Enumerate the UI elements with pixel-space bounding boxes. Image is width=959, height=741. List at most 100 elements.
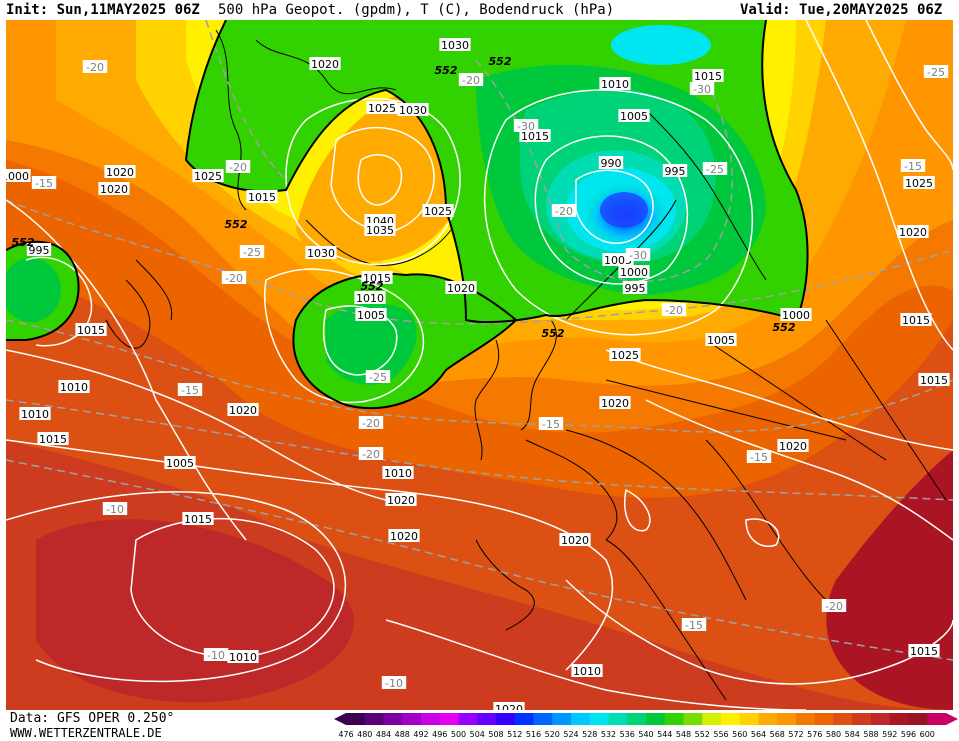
pressure-label: 1010 (227, 650, 259, 664)
colorbar-swatch (383, 713, 403, 725)
temperature-label-text: -10 (106, 503, 124, 516)
pressure-label-text: 1035 (366, 224, 394, 237)
temperature-label: -20 (551, 204, 577, 218)
pressure-label: 1020 (227, 403, 259, 417)
pressure-label: 1025 (903, 176, 935, 190)
temperature-label-text: -20 (462, 74, 480, 87)
temperature-label-text: -15 (181, 384, 199, 397)
colorbar-swatch (739, 713, 759, 725)
geopotential-label-text: 552 (489, 55, 512, 68)
pressure-label: 1025 (366, 101, 398, 115)
temperature-label: -20 (82, 60, 108, 74)
pressure-label-text: 1025 (905, 177, 933, 190)
colorbar-tick-label: 572 (788, 730, 803, 739)
colorbar-tick-label: 580 (826, 730, 841, 739)
colorbar-swatch (721, 713, 741, 725)
pressure-label: 1030 (305, 246, 337, 260)
geopotential-field-588 (36, 519, 354, 703)
colorbar-tick-label: 548 (676, 730, 691, 739)
pressure-label: 1000 (6, 169, 31, 183)
pressure-label: 1020 (493, 702, 525, 710)
pressure-label: 1015 (75, 323, 107, 337)
geopotential-label-text: 552 (435, 64, 458, 77)
pressure-label-text: 1005 (166, 457, 194, 470)
colorbar-tick-label: 556 (713, 730, 728, 739)
pressure-label: 1015 (37, 432, 69, 446)
colorbar-swatch (477, 713, 497, 725)
colorbar-swatch (646, 713, 666, 725)
temperature-label: -25 (702, 162, 728, 176)
colorbar-left-arrow (334, 713, 346, 725)
pressure-label-text: 1030 (307, 247, 335, 260)
temperature-label-text: -30 (517, 120, 535, 133)
pressure-label: 990 (598, 156, 624, 170)
colorbar-tick-label: 592 (882, 730, 897, 739)
pressure-label-text: 1015 (184, 513, 212, 526)
pressure-label-text: 1010 (60, 381, 88, 394)
pressure-label-text: 1015 (920, 374, 948, 387)
temperature-label: -10 (381, 676, 407, 690)
colorbar-right-arrow (946, 713, 958, 725)
pressure-label: 1020 (559, 533, 591, 547)
geopotential-label-text: 552 (12, 236, 35, 249)
colorbar-swatch (871, 713, 891, 725)
pressure-label-text: 1020 (390, 530, 418, 543)
temperature-label-text: -20 (555, 205, 573, 218)
temperature-label-text: -25 (706, 163, 724, 176)
geopotential-field-548-west (6, 258, 61, 322)
pressure-label: 1010 (382, 466, 414, 480)
pressure-label-text: 1000 (782, 309, 810, 322)
colorbar-tick-label: 504 (470, 730, 485, 739)
temperature-label: -15 (31, 176, 57, 190)
pressure-label-text: 1015 (363, 272, 391, 285)
pressure-label: 995 (662, 164, 688, 178)
pressure-label-text: 1020 (311, 58, 339, 71)
pressure-label-text: 1010 (229, 651, 257, 664)
pressure-label-text: 1010 (573, 665, 601, 678)
temperature-label: -30 (513, 119, 539, 133)
colorbar-tick-label: 584 (845, 730, 860, 739)
pressure-label-text: 1015 (39, 433, 67, 446)
colorbar-tick-label: 588 (863, 730, 878, 739)
geopotential-label: 552 (435, 64, 458, 77)
temperature-label: -15 (681, 618, 707, 632)
colorbar-swatch (758, 713, 778, 725)
colorbar-swatch (889, 713, 909, 725)
temperature-label: -10 (102, 502, 128, 516)
pressure-label-text: 1020 (447, 282, 475, 295)
pressure-label-text: 1020 (387, 494, 415, 507)
pressure-label-text: 1010 (21, 408, 49, 421)
colorbar-swatch (908, 713, 928, 725)
temperature-labels: -20 -25-20-30-15-25-20-25-30-20-15-20-30-… (31, 60, 949, 690)
temperature-label: -20 (358, 447, 384, 461)
pressure-label-text: 1005 (604, 254, 632, 267)
pressure-label-text: 990 (601, 157, 622, 170)
pressure-label-text: 1000 (6, 170, 29, 183)
colorbar-swatch (496, 713, 516, 725)
colorbar-swatch (852, 713, 872, 725)
pressure-label: 1020 (897, 225, 929, 239)
colorbar-swatch (458, 713, 478, 725)
pressure-label: 1000 (780, 308, 812, 322)
pressure-label: 1015 (918, 373, 950, 387)
pressure-label: 1020 (388, 529, 420, 543)
pressure-label: 1035 (364, 223, 396, 237)
temperature-label-text: -10 (385, 677, 403, 690)
greenland-ridge (296, 93, 466, 262)
pressure-label: 1010 (354, 291, 386, 305)
pressure-label: 995 (26, 243, 52, 257)
colorbar-swatch (571, 713, 591, 725)
geopotential-field-536-north (611, 25, 711, 65)
pressure-label: 1020 (599, 396, 631, 410)
valid-time-label: Valid: Tue,20MAY2025 06Z (740, 2, 943, 18)
pressure-label: 1000 (618, 265, 650, 279)
pressure-label-text: 1025 (424, 205, 452, 218)
pressure-label-text: 1015 (910, 645, 938, 658)
pressure-label-text: 1025 (611, 349, 639, 362)
pressure-label-text: 1020 (779, 440, 807, 453)
pressure-label-text: 1020 (106, 166, 134, 179)
map-header: Init: Sun,11MAY2025 06Z 500 hPa Geopot. … (0, 0, 959, 20)
pressure-label-text: 1020 (495, 703, 523, 710)
temperature-label-text: -15 (542, 418, 560, 431)
colorbar-tick-label: 520 (545, 730, 560, 739)
